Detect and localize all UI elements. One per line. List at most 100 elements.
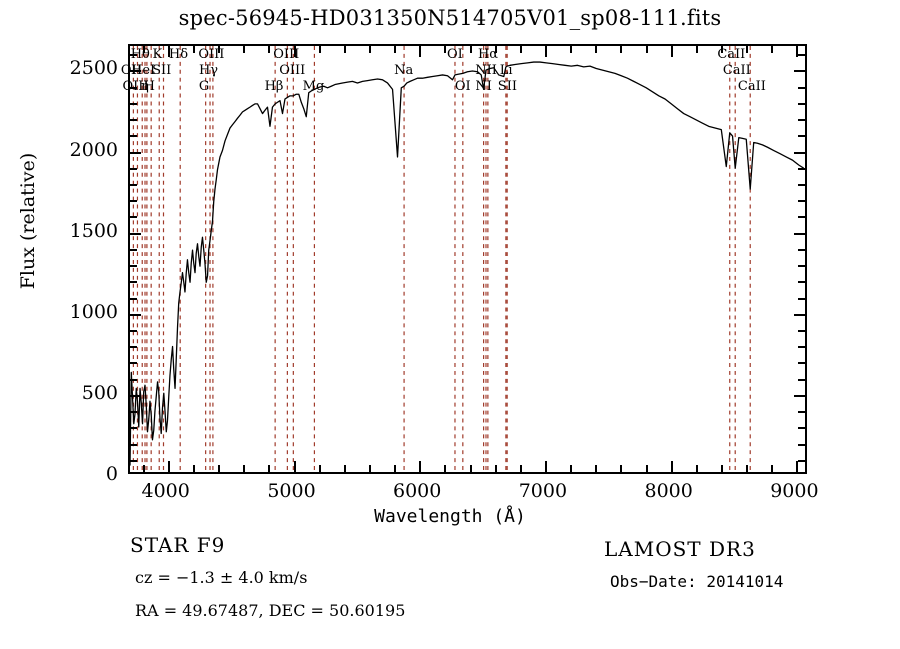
x-tick-top — [293, 46, 296, 57]
x-tick-top — [469, 46, 472, 53]
y-tick-right — [798, 459, 805, 462]
y-tick-right — [798, 346, 805, 349]
y-tick-right — [798, 86, 805, 89]
y-tick — [130, 151, 141, 154]
y-tick-right — [798, 443, 805, 446]
spectral-line-label: Mg — [302, 79, 325, 94]
x-tick — [494, 465, 497, 472]
x-tick-top — [570, 46, 573, 53]
spectral-line-label: Hγ — [198, 63, 219, 78]
x-tick-label: 4000 — [141, 480, 190, 502]
spectral-line-label: η — [141, 79, 149, 94]
redshift-velocity-label: cz = −1.3 ± 4.0 km/s — [135, 568, 308, 587]
x-tick-top — [419, 46, 422, 57]
object-class-label: STAR F9 — [130, 533, 226, 557]
plot-canvas — [130, 46, 805, 472]
x-tick-top — [444, 46, 447, 53]
y-tick-label: 1500 — [69, 219, 118, 242]
y-tick-right — [798, 119, 805, 121]
y-tick — [130, 54, 137, 57]
y-tick-right — [798, 330, 805, 332]
x-tick-top — [620, 46, 623, 53]
y-tick-label: 2500 — [69, 57, 118, 80]
x-tick — [293, 461, 296, 472]
y-tick-label: 0 — [105, 463, 118, 485]
y-tick — [130, 297, 137, 300]
spectral-line-label: NII — [475, 63, 497, 78]
x-tick — [721, 465, 723, 472]
x-tick — [142, 465, 145, 472]
y-tick — [130, 86, 137, 89]
x-tick — [419, 461, 422, 472]
page-title: spec-56945-HD031350N514705V01_sp08-111.f… — [178, 6, 722, 30]
x-tick-top — [544, 46, 547, 57]
x-tick-top — [595, 46, 598, 53]
y-tick — [130, 411, 137, 414]
spectral-line-label: OI — [446, 47, 463, 62]
spectral-line-label: H — [143, 79, 155, 94]
x-tick — [746, 465, 749, 472]
x-tick-top — [796, 46, 799, 57]
y-tick — [130, 265, 137, 268]
x-tick-top — [494, 46, 497, 53]
x-tick-label: 5000 — [267, 480, 316, 502]
spectral-line-label: Hβ — [264, 79, 284, 94]
x-tick-top — [771, 46, 774, 53]
x-tick — [544, 461, 547, 472]
y-tick-right — [798, 378, 805, 381]
x-tick-top — [142, 46, 145, 53]
y-tick — [130, 135, 137, 138]
x-tick-top — [343, 46, 346, 53]
spectral-line-label: OIII — [279, 63, 306, 78]
y-tick-right — [798, 102, 805, 105]
y-tick-right — [798, 297, 805, 300]
x-tick — [620, 465, 623, 472]
y-tick-right — [798, 200, 805, 203]
x-tick — [218, 465, 220, 472]
x-tick-top — [243, 46, 246, 53]
y-tick-right — [794, 394, 805, 397]
y-tick — [130, 459, 137, 462]
x-tick-top — [721, 46, 723, 53]
spectral-line-label: Hδ — [168, 47, 189, 62]
y-tick — [130, 313, 141, 316]
coordinates-label: RA = 49.67487, DEC = 50.60195 — [135, 601, 406, 620]
observation-date-label: Obs−Date: 20141014 — [610, 572, 784, 591]
x-tick — [318, 465, 321, 472]
y-tick — [130, 248, 137, 251]
x-tick — [595, 465, 598, 472]
x-tick-top — [645, 46, 648, 53]
x-tick-top — [167, 46, 170, 57]
y-tick — [130, 330, 137, 332]
y-tick-right — [798, 265, 805, 268]
spectral-line-label: Na — [394, 63, 414, 78]
x-tick — [645, 465, 648, 472]
y-tick-right — [798, 135, 805, 138]
x-tick — [519, 465, 522, 472]
spectral-line-label: K — [152, 47, 163, 62]
x-tick — [167, 461, 170, 472]
y-tick-right — [794, 232, 805, 235]
spectral-line-label: OII — [120, 63, 142, 78]
y-tick — [130, 232, 141, 235]
x-tick — [469, 465, 472, 472]
y-tick — [130, 346, 137, 349]
spectral-line-label: SII — [497, 79, 517, 94]
spectral-line-label: Li — [499, 63, 513, 78]
x-tick — [670, 461, 673, 472]
x-tick — [394, 465, 397, 472]
survey-label: LAMOST DR3 — [604, 537, 756, 561]
x-tick — [243, 465, 246, 472]
y-tick-right — [798, 281, 805, 284]
y-tick-right — [798, 183, 805, 186]
spectral-line-label: G — [198, 79, 210, 94]
x-tick-top — [368, 46, 371, 53]
spectral-line-label: OI — [454, 79, 471, 94]
y-tick-label: 2000 — [69, 138, 118, 161]
x-tick-top — [670, 46, 673, 57]
y-tick-label: 500 — [81, 381, 118, 404]
spectral-line-label: CaII — [722, 63, 751, 78]
y-tick-right — [798, 167, 805, 170]
y-tick — [130, 216, 137, 219]
x-tick-top — [192, 46, 195, 53]
